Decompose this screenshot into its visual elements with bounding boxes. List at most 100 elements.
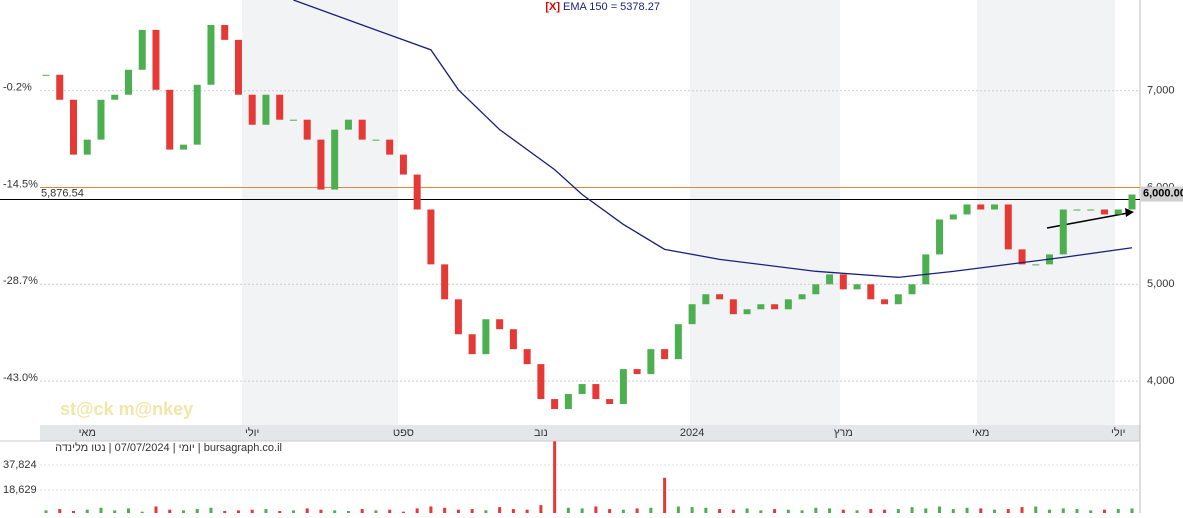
candle bbox=[936, 219, 944, 255]
candle bbox=[193, 84, 201, 145]
x-axis-strip bbox=[40, 425, 1140, 441]
candle bbox=[248, 94, 256, 125]
volume-bar bbox=[401, 511, 405, 513]
candle bbox=[894, 294, 902, 305]
volume-bar bbox=[1103, 509, 1107, 513]
volume-bar bbox=[209, 507, 213, 513]
volume-bar bbox=[1061, 508, 1065, 513]
candle bbox=[826, 274, 834, 285]
candle bbox=[179, 144, 187, 150]
candle bbox=[784, 299, 792, 310]
left-tick-label: -14.5% bbox=[3, 178, 38, 190]
candle bbox=[234, 39, 242, 95]
volume-bar bbox=[580, 508, 584, 513]
volume-bar bbox=[71, 511, 75, 513]
volume-bar bbox=[456, 509, 460, 513]
candle bbox=[551, 399, 559, 410]
candle bbox=[97, 99, 105, 140]
candle bbox=[386, 139, 394, 155]
candle bbox=[949, 214, 957, 220]
chart-title: EMA 150 = 5378.27 bbox=[563, 1, 660, 13]
x-tick-label: מרץ bbox=[834, 427, 853, 439]
candle bbox=[922, 254, 930, 285]
volume-bar bbox=[1075, 509, 1079, 513]
candle bbox=[262, 94, 270, 125]
y-tick-label: 4,000 bbox=[1147, 375, 1175, 387]
candle bbox=[881, 299, 889, 305]
candle bbox=[977, 204, 985, 210]
candle bbox=[1073, 209, 1081, 211]
volume-bar bbox=[786, 509, 790, 513]
volume-bar bbox=[305, 508, 309, 513]
volume-bar bbox=[374, 510, 378, 513]
x-tick-label: יולי bbox=[1111, 426, 1125, 439]
ema-line bbox=[293, 0, 1133, 278]
watermark: st@ck m@nkey bbox=[60, 399, 193, 419]
volume-bar bbox=[869, 509, 873, 513]
volume-bar bbox=[800, 510, 804, 513]
left-tick-label: -28.7% bbox=[3, 275, 38, 287]
candle bbox=[42, 74, 50, 76]
volume-bar bbox=[346, 511, 350, 513]
candle bbox=[743, 309, 751, 315]
volume-tick-label: 37,824 bbox=[3, 459, 37, 471]
volume-bar bbox=[938, 506, 942, 513]
volume-bar bbox=[993, 509, 997, 513]
volume-bar bbox=[814, 507, 818, 513]
candle bbox=[633, 369, 641, 375]
x-tick-label: יולי bbox=[245, 426, 259, 439]
candle bbox=[111, 94, 119, 100]
volume-bar bbox=[168, 509, 172, 513]
volume-bar bbox=[470, 509, 474, 513]
volume-bar bbox=[594, 506, 598, 513]
volume-bar bbox=[731, 509, 735, 513]
volume-bar bbox=[264, 509, 268, 513]
volume-bar bbox=[181, 510, 185, 513]
price-marker-box bbox=[1141, 186, 1183, 202]
candle bbox=[1059, 209, 1067, 255]
candle bbox=[688, 304, 696, 325]
candle bbox=[1018, 249, 1026, 265]
arrow-head bbox=[1125, 208, 1134, 217]
volume-bar bbox=[828, 508, 832, 513]
candle bbox=[716, 294, 724, 300]
volume-bar bbox=[979, 508, 983, 513]
volume-bar bbox=[360, 509, 364, 513]
volume-bar bbox=[896, 509, 900, 513]
volume-bar bbox=[154, 506, 158, 513]
volume-bar bbox=[951, 509, 955, 513]
volume-bar bbox=[924, 508, 928, 513]
volume-bar bbox=[291, 510, 295, 513]
candle bbox=[358, 119, 366, 140]
y-tick-label: 5,000 bbox=[1147, 278, 1175, 290]
volume-bar bbox=[484, 510, 488, 513]
volume-bar bbox=[44, 510, 48, 513]
candle bbox=[427, 209, 435, 265]
candle bbox=[1114, 209, 1122, 215]
volume-bar bbox=[99, 507, 103, 513]
candle bbox=[564, 394, 572, 410]
volume-bar bbox=[910, 507, 914, 513]
candle bbox=[839, 274, 847, 290]
candle bbox=[1128, 194, 1136, 210]
volume-bar bbox=[676, 506, 680, 513]
volume-bar bbox=[429, 506, 433, 513]
candle bbox=[991, 204, 999, 210]
candle bbox=[619, 369, 627, 405]
candle bbox=[124, 69, 132, 95]
candle bbox=[1101, 209, 1109, 215]
candle bbox=[908, 284, 916, 295]
volume-bar bbox=[236, 510, 240, 513]
volume-bar bbox=[1089, 510, 1093, 513]
candle bbox=[166, 89, 174, 150]
volume-bar bbox=[718, 509, 722, 513]
volume-bar bbox=[704, 507, 708, 513]
volume-bar bbox=[883, 509, 887, 513]
footer: יומי | 07/07/2024 | נטו מלינדה | bursagr… bbox=[55, 441, 282, 454]
candle bbox=[454, 299, 462, 335]
candle bbox=[537, 364, 545, 400]
volume-bar bbox=[773, 509, 777, 513]
x-tick-label: מאי bbox=[972, 427, 989, 439]
candle bbox=[56, 74, 64, 100]
candle bbox=[399, 154, 407, 175]
